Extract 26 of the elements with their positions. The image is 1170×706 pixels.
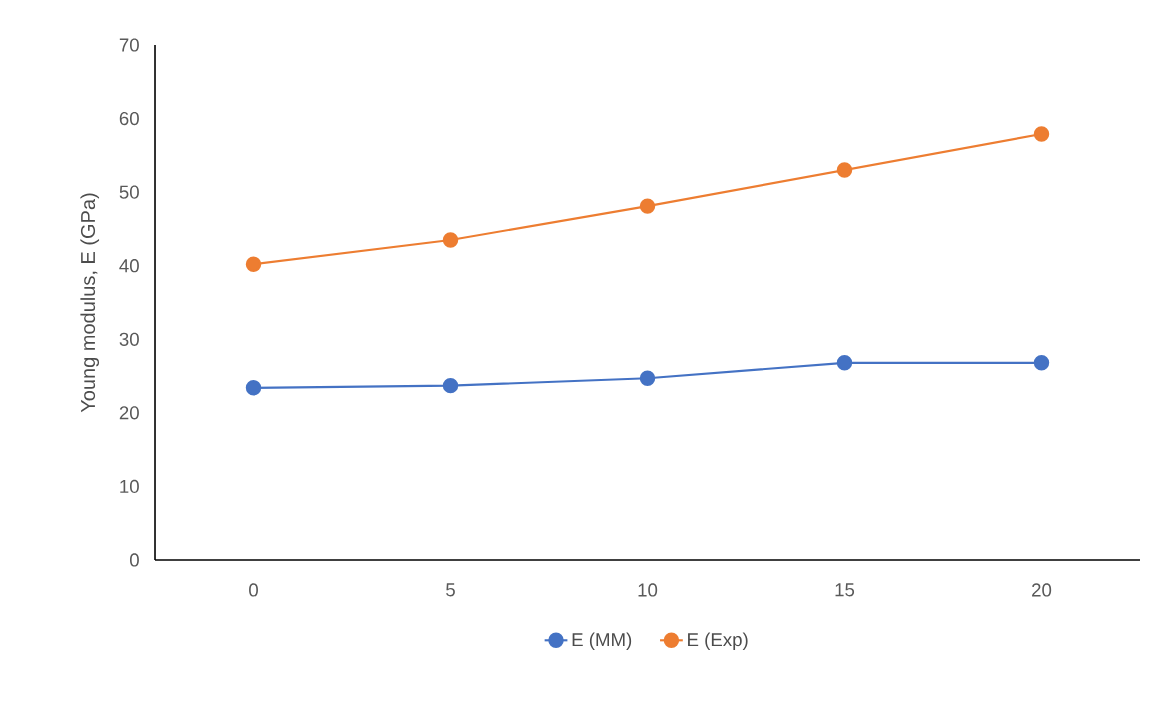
point [1033, 126, 1050, 142]
point [245, 256, 262, 272]
x-tick-label: 5 [446, 583, 455, 597]
x-tick-label: 15 [835, 583, 855, 597]
x-tick-label: 20 [1032, 583, 1052, 597]
y-tick-label: 30 [119, 332, 139, 346]
y-tick-label: 60 [119, 111, 139, 126]
point [1033, 355, 1050, 371]
x-tick-label: 0 [249, 583, 258, 597]
y-tick-label: 40 [119, 259, 139, 273]
y-tick-label: 0 [129, 553, 139, 567]
x-tick-label: 10 [638, 583, 658, 597]
legend-label: E (Exp) [688, 632, 748, 650]
y-tick-label: 50 [119, 185, 139, 199]
point [245, 380, 262, 396]
point [639, 370, 656, 387]
point [442, 232, 459, 248]
point [836, 162, 853, 178]
y-tick-label: 10 [120, 479, 139, 494]
point [639, 198, 656, 214]
y-tick-label: 20 [119, 406, 139, 420]
point [442, 377, 459, 394]
y-tick-label: 70 [119, 38, 139, 52]
legend-label: E (MM) [572, 632, 632, 650]
y-axis-title: Young modulus, E (GPa) [80, 193, 100, 413]
point [836, 355, 853, 371]
